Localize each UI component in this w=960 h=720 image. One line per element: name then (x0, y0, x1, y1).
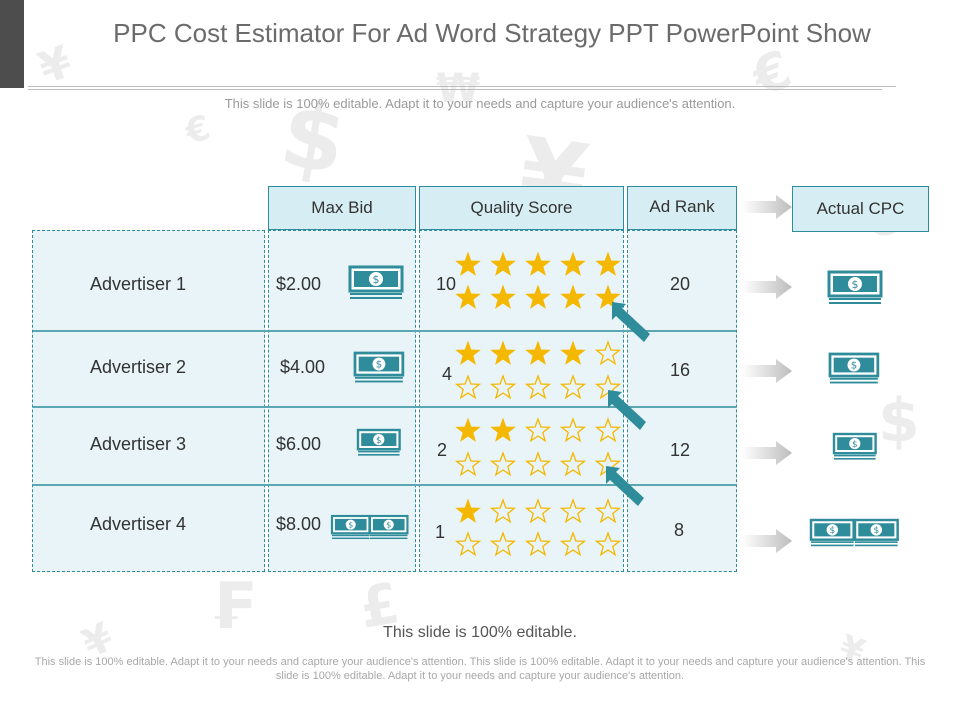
star-icon (524, 498, 552, 524)
pointer-arrow-icon (612, 302, 650, 342)
quality-score-value: 4 (442, 364, 453, 384)
star-icon (524, 531, 552, 557)
star-icon (490, 251, 516, 276)
star-icon (594, 531, 622, 557)
max-bid-value: $8.00 (276, 514, 322, 534)
star-icon (559, 451, 587, 477)
slide-title: PPC Cost Estimator For Ad Word Strategy … (113, 18, 871, 48)
star-icon (525, 251, 551, 276)
max-bid-value: $6.00 (276, 434, 322, 454)
star-icon (559, 417, 587, 443)
star-icon (455, 340, 481, 365)
ad-rank-value: 8 (674, 520, 685, 540)
star-icon (489, 531, 517, 557)
quality-score-value: 10 (436, 274, 457, 294)
pointer-arrow-icon (608, 390, 646, 430)
advertiser-name: Advertiser 4 (90, 514, 187, 534)
right-arrow-icon (742, 275, 792, 299)
quality-score-column (419, 230, 624, 572)
ad-rank-column (627, 230, 737, 572)
row-divider (33, 406, 736, 408)
star-icon (455, 284, 481, 309)
star-icon (559, 498, 587, 524)
right-arrow-icon (742, 359, 792, 383)
right-arrow-icon (742, 441, 792, 465)
star-icon (490, 340, 516, 365)
accent-bar (0, 0, 24, 88)
ad-rank-value: 12 (670, 440, 691, 460)
advertiser-column (32, 230, 265, 572)
row-divider (33, 330, 736, 332)
advertiser-name: Advertiser 2 (90, 357, 187, 377)
max-bid-value: $2.00 (276, 274, 322, 294)
star-icon (560, 340, 586, 365)
star-icon (559, 531, 587, 557)
background-franc-icon: ₣ (210, 570, 255, 644)
star-icon (525, 340, 551, 365)
title-divider-inner (28, 89, 882, 90)
star-icon (594, 417, 622, 443)
dollar-bill-icon (832, 432, 877, 461)
header-actual-cpc: Actual CPC (792, 186, 929, 232)
dollar-bill-icon (827, 270, 883, 306)
dollar-bill-icon (828, 352, 880, 385)
ad-rank-value: 16 (670, 360, 691, 380)
header-ad-rank: Ad Rank (627, 186, 737, 230)
star-icon (560, 251, 586, 276)
star-icon (525, 284, 551, 309)
dollar-bill-icon (356, 428, 401, 457)
star-icon (489, 374, 517, 400)
star-icon (524, 451, 552, 477)
advertiser-name: Advertiser 3 (90, 434, 187, 454)
dollar-bill-icon (348, 265, 404, 301)
footer-editable-note: This slide is 100% editable. (383, 624, 577, 641)
max-bid-value: $4.00 (280, 357, 326, 377)
footer-body-text: This slide is 100% editable. Adapt it to… (34, 656, 926, 682)
star-icon (595, 251, 621, 276)
star-icon (490, 417, 516, 442)
quality-score-value: 1 (435, 522, 446, 542)
advertiser-name: Advertiser 1 (90, 274, 187, 294)
star-icon (489, 498, 517, 524)
star-icon (595, 284, 621, 309)
dollar-bill-icon (330, 514, 371, 541)
dollar-bill-icon (809, 518, 855, 548)
star-icon (490, 284, 516, 309)
header-max-bid: Max Bid (268, 186, 416, 230)
star-icon (594, 498, 622, 524)
right-arrow-icon (742, 529, 792, 553)
dollar-bill-icon (853, 518, 899, 548)
star-icon (455, 251, 481, 276)
quality-score-value: 2 (437, 440, 448, 460)
star-icon (454, 531, 482, 557)
title-divider (28, 86, 896, 87)
dollar-bill-icon (368, 514, 409, 541)
star-icon (524, 374, 552, 400)
row-divider (33, 484, 736, 486)
star-icon (455, 498, 481, 523)
star-icon (455, 417, 481, 442)
ad-rank-value: 20 (670, 274, 691, 294)
pointer-arrow-icon (606, 466, 644, 506)
star-icon (524, 417, 552, 443)
star-icon (489, 451, 517, 477)
background-dollar-icon: $ (878, 386, 920, 456)
star-icon (560, 284, 586, 309)
dollar-bill-icon (353, 351, 405, 384)
right-arrow-icon (742, 195, 792, 219)
star-icon (454, 451, 482, 477)
star-icon (594, 340, 622, 366)
star-icon (454, 374, 482, 400)
header-quality-score: Quality Score (419, 186, 624, 230)
slide-subtitle: This slide is 100% editable. Adapt it to… (224, 96, 736, 111)
star-icon (559, 374, 587, 400)
